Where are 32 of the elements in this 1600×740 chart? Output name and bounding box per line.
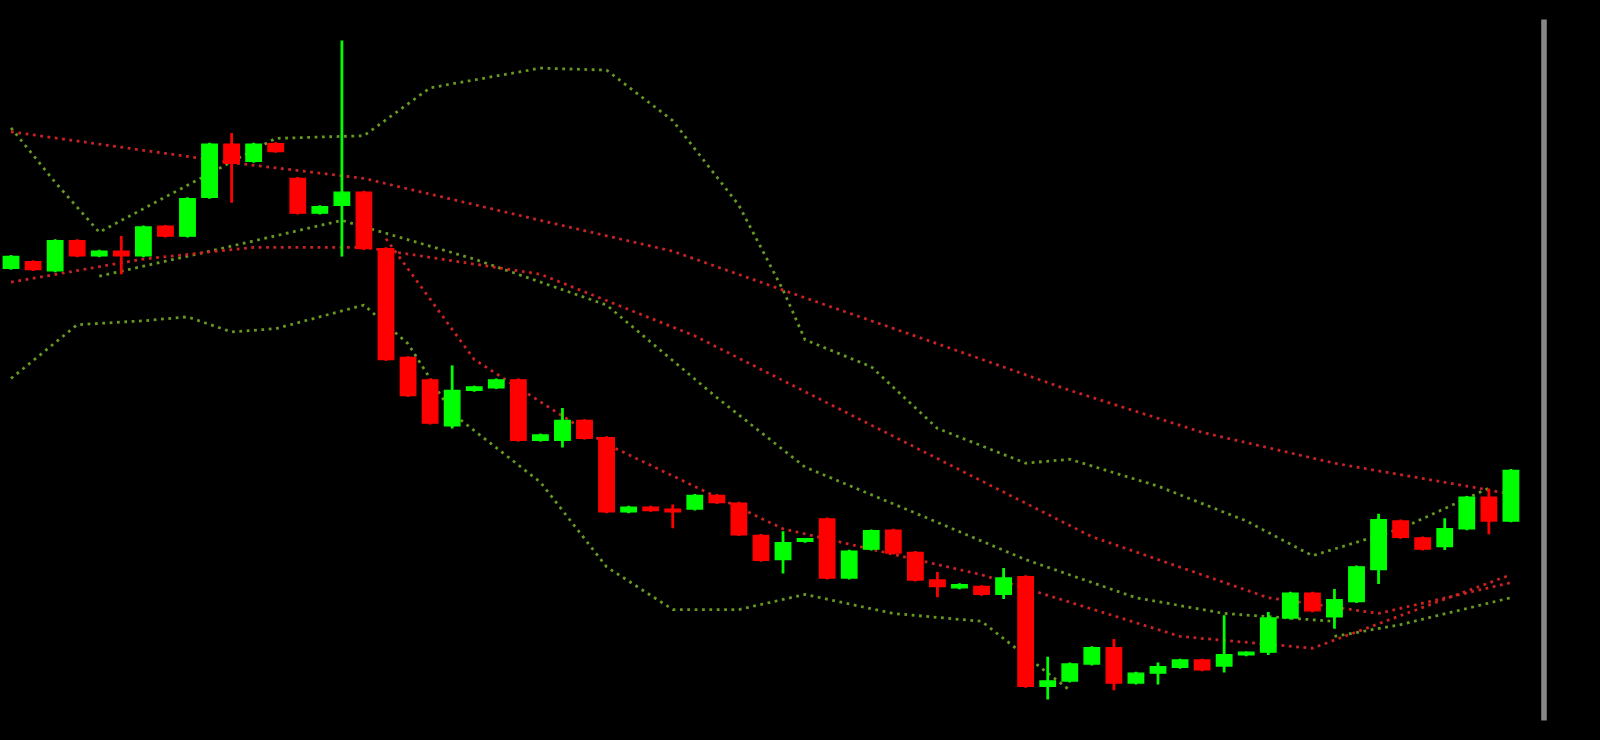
candlestick <box>752 533 770 562</box>
candlestick <box>664 504 682 529</box>
candlestick <box>112 236 130 275</box>
candlestick <box>1149 662 1167 685</box>
candlestick <box>46 239 64 273</box>
candlestick <box>1436 518 1454 550</box>
candlestick <box>134 225 152 258</box>
candlestick <box>1458 495 1476 531</box>
candlestick <box>884 528 902 555</box>
candlestick <box>421 378 439 425</box>
candlestick <box>1348 565 1365 604</box>
candlestick <box>223 133 241 203</box>
candlestick <box>289 176 307 215</box>
candlestick <box>1259 612 1277 655</box>
candlestick <box>1039 656 1057 700</box>
candlestick <box>333 40 351 257</box>
candlestick <box>554 407 571 448</box>
candlestick <box>774 531 792 574</box>
candlestick <box>929 572 946 598</box>
candlestick <box>906 551 924 582</box>
candlestick <box>1480 488 1498 535</box>
candlestick <box>862 529 880 551</box>
candlestick <box>1326 589 1343 629</box>
candlestick <box>443 365 461 429</box>
candlestick <box>730 501 748 537</box>
candlestick <box>179 197 196 238</box>
candlestick <box>995 568 1013 600</box>
candlestick <box>1215 615 1233 673</box>
candlestick <box>399 356 417 397</box>
candlestick <box>840 549 858 580</box>
candlestick <box>1105 638 1123 691</box>
candlestick <box>1281 591 1299 620</box>
